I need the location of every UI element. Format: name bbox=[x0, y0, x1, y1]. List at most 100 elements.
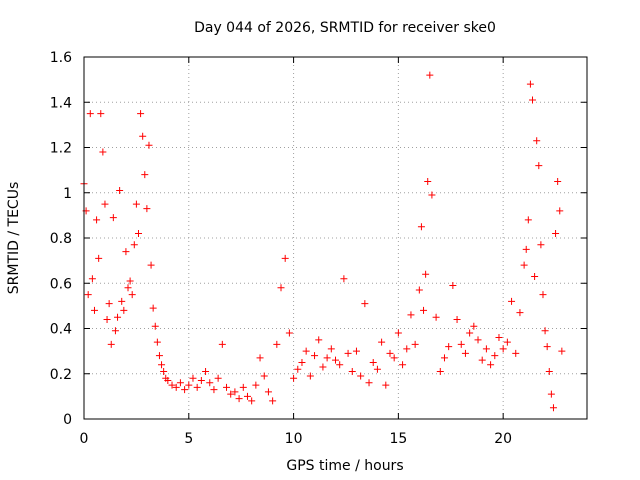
data-point bbox=[172, 383, 180, 391]
data-point bbox=[164, 377, 172, 385]
data-point bbox=[466, 329, 474, 337]
data-point bbox=[105, 300, 113, 308]
data-point bbox=[151, 322, 159, 330]
data-point bbox=[126, 277, 134, 285]
data-point bbox=[495, 334, 503, 342]
data-point bbox=[109, 214, 117, 222]
data-point bbox=[424, 177, 432, 185]
data-point bbox=[223, 383, 231, 391]
data-point bbox=[415, 286, 423, 294]
data-point bbox=[558, 347, 566, 355]
data-point bbox=[499, 345, 507, 353]
data-point bbox=[520, 261, 528, 269]
data-point bbox=[206, 379, 214, 387]
data-point bbox=[101, 200, 109, 208]
data-point bbox=[526, 80, 534, 88]
data-point bbox=[114, 313, 122, 321]
data-point bbox=[344, 349, 352, 357]
data-point bbox=[503, 338, 511, 346]
data-point bbox=[153, 338, 161, 346]
data-point bbox=[478, 356, 486, 364]
data-series bbox=[80, 71, 566, 412]
data-point bbox=[99, 148, 107, 156]
data-point bbox=[348, 367, 356, 375]
data-point bbox=[90, 306, 98, 314]
data-point bbox=[260, 372, 268, 380]
y-tick-label: 1.4 bbox=[50, 95, 72, 111]
chart-title: Day 044 of 2026, SRMTID for receiver ske… bbox=[194, 20, 496, 36]
data-point bbox=[302, 347, 310, 355]
data-point bbox=[373, 365, 381, 373]
data-point bbox=[382, 381, 390, 389]
x-tick-label: 0 bbox=[80, 431, 89, 447]
data-point bbox=[273, 340, 281, 348]
data-point bbox=[440, 354, 448, 362]
data-point bbox=[95, 254, 103, 262]
data-point bbox=[491, 352, 499, 360]
data-point bbox=[369, 358, 377, 366]
data-point bbox=[298, 358, 306, 366]
data-point bbox=[336, 361, 344, 369]
data-point bbox=[168, 381, 176, 389]
data-point bbox=[352, 347, 360, 355]
data-point bbox=[97, 110, 105, 118]
data-point bbox=[386, 349, 394, 357]
y-tick-label: 0.2 bbox=[50, 367, 72, 383]
data-point bbox=[549, 404, 557, 412]
data-point bbox=[407, 311, 415, 319]
data-point bbox=[248, 397, 256, 405]
data-point bbox=[141, 171, 149, 179]
x-axis: 0 5 10 15 20 bbox=[80, 57, 512, 447]
data-point bbox=[311, 352, 319, 360]
data-point bbox=[235, 395, 243, 403]
data-point bbox=[449, 282, 457, 290]
data-point bbox=[426, 71, 434, 79]
y-axis: 0 0.2 0.4 0.6 0.8 1 1.2 1.4 1.6 bbox=[50, 50, 587, 428]
y-tick-label: 0.6 bbox=[50, 276, 72, 292]
data-point bbox=[239, 383, 247, 391]
data-point bbox=[202, 367, 210, 375]
data-point bbox=[508, 297, 516, 305]
data-point bbox=[556, 207, 564, 215]
data-point bbox=[197, 377, 205, 385]
y-tick-label: 1 bbox=[63, 186, 72, 202]
data-point bbox=[218, 340, 226, 348]
y-tick-label: 0.4 bbox=[50, 322, 72, 338]
data-point bbox=[457, 340, 465, 348]
data-point bbox=[394, 329, 402, 337]
data-point bbox=[461, 349, 469, 357]
data-point bbox=[111, 327, 119, 335]
data-point bbox=[327, 345, 335, 353]
data-point bbox=[116, 186, 124, 194]
data-point bbox=[361, 300, 369, 308]
x-tick-label: 5 bbox=[184, 431, 193, 447]
data-point bbox=[256, 354, 264, 362]
y-tick-label: 0.8 bbox=[50, 231, 72, 247]
data-point bbox=[118, 297, 126, 305]
data-point bbox=[340, 275, 348, 283]
data-point bbox=[547, 390, 555, 398]
data-point bbox=[189, 374, 197, 382]
x-tick-label: 20 bbox=[494, 431, 512, 447]
data-point bbox=[436, 367, 444, 375]
data-point bbox=[231, 388, 239, 396]
data-point bbox=[487, 361, 495, 369]
data-point bbox=[158, 361, 166, 369]
data-point bbox=[281, 254, 289, 262]
data-point bbox=[193, 383, 201, 391]
data-point bbox=[537, 241, 545, 249]
data-point bbox=[323, 354, 331, 362]
data-point bbox=[554, 177, 562, 185]
data-point bbox=[453, 315, 461, 323]
data-point bbox=[160, 367, 168, 375]
data-point bbox=[390, 354, 398, 362]
data-point bbox=[428, 191, 436, 199]
data-point bbox=[264, 388, 272, 396]
data-point bbox=[86, 110, 94, 118]
data-point bbox=[290, 374, 298, 382]
data-point bbox=[145, 141, 153, 149]
data-point bbox=[470, 322, 478, 330]
data-point bbox=[285, 329, 293, 337]
data-point bbox=[522, 245, 530, 253]
